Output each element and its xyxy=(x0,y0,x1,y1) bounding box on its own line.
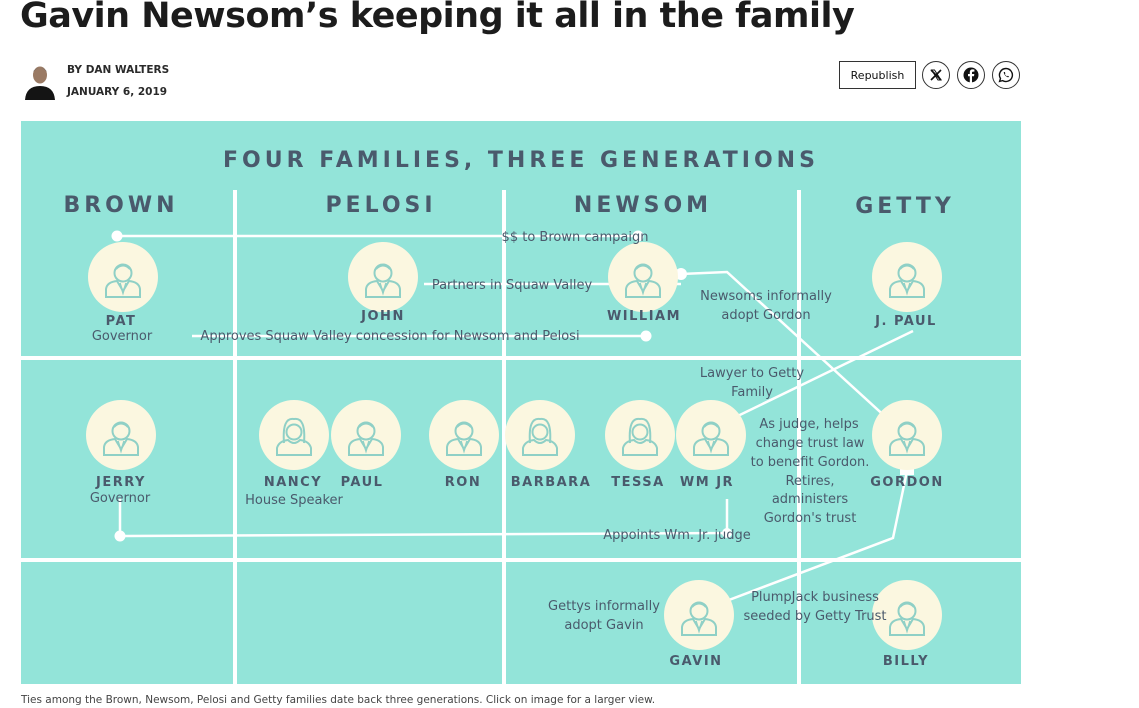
facebook-icon xyxy=(963,67,979,83)
name-jpaul: J. PAUL xyxy=(874,314,937,329)
note-appoints: Appoints Wm. Jr. judge xyxy=(603,528,751,543)
role-pat: Governor xyxy=(92,329,153,344)
person-jpaul xyxy=(872,242,942,312)
name-tessa: TESSA xyxy=(611,475,664,490)
note-judge-1: As judge, helps xyxy=(759,417,859,432)
note-judge-4: Retires, xyxy=(785,474,834,489)
role-jerry: Governor xyxy=(90,491,151,506)
person-nancy xyxy=(259,400,329,470)
whatsapp-icon xyxy=(998,67,1014,83)
note-adopt-gavin-2: adopt Gavin xyxy=(564,618,643,633)
note-lawyer-1: Lawyer to Getty xyxy=(700,366,804,381)
note-campaign: $$ to Brown campaign xyxy=(502,230,649,245)
infographic-title: FOUR FAMILIES, THREE GENERATIONS xyxy=(223,148,819,173)
person-paul xyxy=(331,400,401,470)
note-approves: Approves Squaw Valley concession for New… xyxy=(200,329,579,344)
name-billy: BILLY xyxy=(883,654,929,669)
note-squaw-partners: Partners in Squaw Valley xyxy=(432,278,593,293)
image-caption: Ties among the Brown, Newsom, Pelosi and… xyxy=(21,694,656,706)
grid-lines xyxy=(21,190,1021,684)
author-name[interactable]: BY DAN WALTERS xyxy=(67,64,170,76)
person-wmjr xyxy=(676,400,746,470)
note-adopt-gordon-2: adopt Gordon xyxy=(721,308,810,323)
family-getty: GETTY xyxy=(855,194,955,219)
person-roles: Governor Governor House Speaker xyxy=(90,329,344,508)
name-gordon: GORDON xyxy=(870,475,943,490)
person-names: PAT JOHN WILLIAM J. PAUL JERRY NANCY PAU… xyxy=(95,309,943,669)
name-paul: PAUL xyxy=(341,475,384,490)
person-gavin xyxy=(664,580,734,650)
publish-date: JANUARY 6, 2019 xyxy=(67,86,168,98)
person-ron xyxy=(429,400,499,470)
x-icon xyxy=(930,69,942,81)
family-pelosi: PELOSI xyxy=(325,193,436,218)
family-brown: BROWN xyxy=(63,193,178,218)
note-lawyer-2: Family xyxy=(731,385,773,400)
author-avatar[interactable] xyxy=(24,62,56,100)
person-jerry xyxy=(86,400,156,470)
share-facebook-button[interactable] xyxy=(957,61,985,89)
name-nancy: NANCY xyxy=(264,475,322,490)
name-jerry: JERRY xyxy=(95,475,146,490)
byline: BY DAN WALTERS JANUARY 6, 2019 xyxy=(67,64,169,108)
person-pat xyxy=(88,242,158,312)
note-judge-6: Gordon's trust xyxy=(764,511,857,526)
name-gavin: GAVIN xyxy=(669,654,722,669)
name-pat: PAT xyxy=(106,314,137,329)
role-nancy: House Speaker xyxy=(245,493,343,508)
name-william: WILLIAM xyxy=(607,309,681,324)
republish-button[interactable]: Republish xyxy=(839,61,916,89)
annotations: $$ to Brown campaign Partners in Squaw V… xyxy=(200,230,886,633)
person-john xyxy=(348,242,418,312)
family-headings: BROWN PELOSI NEWSOM GETTY xyxy=(63,193,955,219)
name-ron: RON xyxy=(445,475,481,490)
note-judge-3: to benefit Gordon. xyxy=(751,455,870,470)
note-adopt-gavin-1: Gettys informally xyxy=(548,599,660,614)
note-judge-2: change trust law xyxy=(756,436,865,451)
person-barbara xyxy=(505,400,575,470)
name-wmjr: WM JR xyxy=(680,475,734,490)
infographic-canvas: FOUR FAMILIES, THREE GENERATIONS BROWN P… xyxy=(21,148,1021,684)
share-whatsapp-button[interactable] xyxy=(992,61,1020,89)
share-x-button[interactable] xyxy=(922,61,950,89)
person-gordon xyxy=(872,400,942,470)
note-judge-5: administers xyxy=(772,492,849,507)
article-headline: Gavin Newsom’s keeping it all in the fam… xyxy=(20,0,855,36)
note-plumpjack-2: seeded by Getty Trust xyxy=(743,609,886,624)
note-adopt-gordon-1: Newsoms informally xyxy=(700,289,832,304)
person-tessa xyxy=(605,400,675,470)
note-plumpjack-1: PlumpJack business xyxy=(751,590,879,605)
family-ties-infographic[interactable]: FOUR FAMILIES, THREE GENERATIONS BROWN P… xyxy=(21,121,1021,684)
name-john: JOHN xyxy=(360,309,405,324)
person-william xyxy=(608,242,678,312)
family-newsom: NEWSOM xyxy=(574,193,712,218)
name-barbara: BARBARA xyxy=(511,475,592,490)
